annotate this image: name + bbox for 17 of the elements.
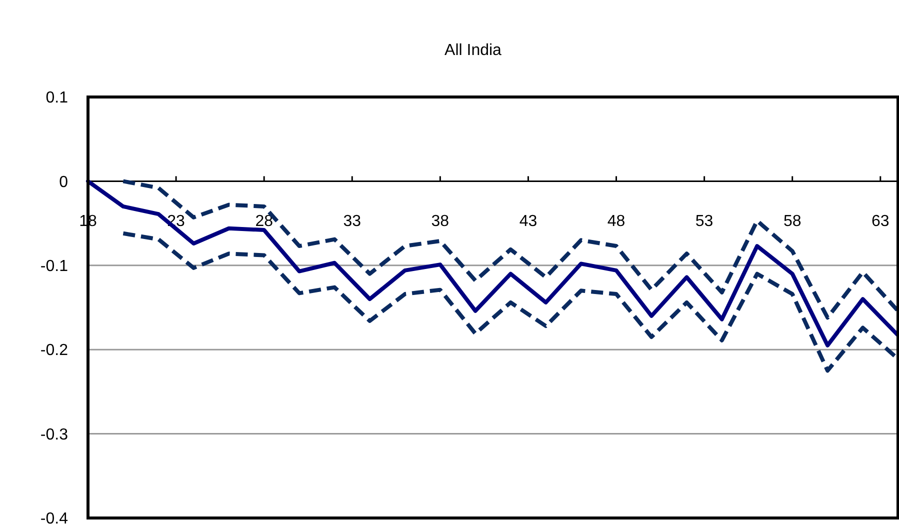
- line-series: [121, 179, 899, 320]
- line-series: [121, 231, 899, 373]
- y-tick-label: -0.1: [40, 258, 68, 275]
- y-tick-label: -0.3: [40, 426, 68, 444]
- x-tick-label: 53: [695, 213, 714, 230]
- x-tick-label: 28: [255, 213, 274, 230]
- x-tick-label: 38: [431, 213, 450, 230]
- x-tick-label: 43: [519, 213, 538, 230]
- x-tick-label: 58: [783, 213, 802, 230]
- y-tick-label: -0.2: [40, 342, 68, 360]
- x-tick-label: 48: [607, 213, 626, 230]
- x-tick-label: 63: [871, 213, 890, 230]
- chart-title: All India: [444, 42, 502, 59]
- x-tick-label: 33: [343, 213, 362, 230]
- y-tick-label: 0.1: [46, 90, 68, 107]
- y-tick-label: -0.4: [40, 510, 68, 527]
- y-tick-label: 0: [59, 174, 68, 191]
